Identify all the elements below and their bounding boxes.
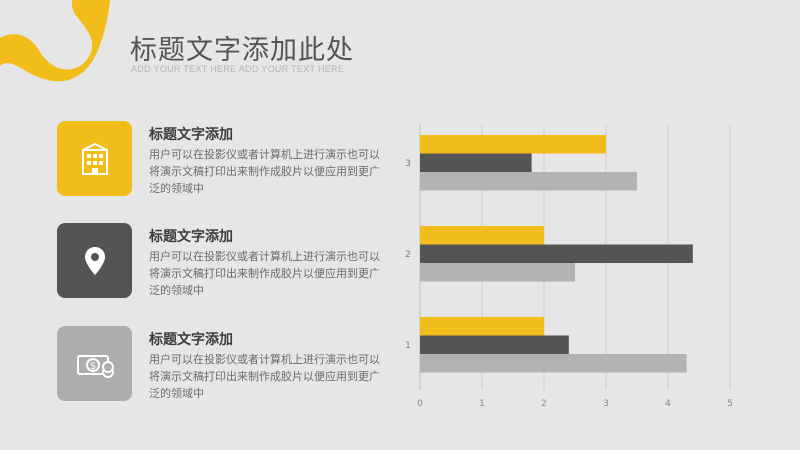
feature-heading: 标题文字添加 — [149, 229, 233, 245]
x-tick-label: 2 — [541, 399, 547, 409]
feature-description: 用户可以在投影仪或者计算机上进行演示也可以将演示文稿打印出来制作成胶片以便应用到… — [149, 353, 380, 400]
x-tick-label: 0 — [417, 399, 423, 409]
decorative-blob — [0, 0, 110, 82]
category-label: 3 — [405, 159, 411, 169]
svg-text:$: $ — [89, 361, 95, 372]
building-icon — [81, 142, 108, 175]
bar — [420, 317, 544, 336]
feature-heading: 标题文字添加 — [149, 127, 233, 143]
feature-item-3: $ 标题文字添加 用户可以在投影仪或者计算机上进行演示也可以将演示文稿打印出来制… — [57, 326, 397, 406]
location-pin-icon — [84, 246, 105, 275]
x-tick-label: 5 — [727, 399, 733, 409]
feature-item-1: 标题文字添加 用户可以在投影仪或者计算机上进行演示也可以将演示文稿打印出来制作成… — [57, 121, 397, 201]
feature-item-2: 标题文字添加 用户可以在投影仪或者计算机上进行演示也可以将演示文稿打印出来制作成… — [57, 223, 397, 303]
bar — [420, 172, 637, 191]
bar — [420, 226, 544, 245]
feature-icon-box — [57, 223, 132, 298]
page-title: 标题文字添加此处 — [130, 35, 354, 66]
bar — [420, 263, 575, 282]
bar — [420, 335, 569, 354]
coins-icon: $ — [76, 354, 114, 378]
bar-chart: 0 1 2 3 4 5 1 2 3 — [405, 125, 733, 409]
bar — [420, 135, 606, 154]
feature-icon-box — [57, 121, 132, 196]
feature-description: 用户可以在投影仪或者计算机上进行演示也可以将演示文稿打印出来制作成胶片以便应用到… — [149, 148, 380, 195]
bar — [420, 354, 687, 373]
x-tick-label: 1 — [479, 399, 485, 409]
feature-description: 用户可以在投影仪或者计算机上进行演示也可以将演示文稿打印出来制作成胶片以便应用到… — [149, 250, 380, 297]
x-tick-label: 4 — [665, 399, 671, 409]
x-tick-label: 3 — [603, 399, 609, 409]
feature-icon-box: $ — [57, 326, 132, 401]
category-label: 1 — [405, 341, 411, 351]
page-subtitle: ADD YOUR TEXT HERE ADD YOUR TEXT HERE — [131, 64, 345, 74]
bar — [420, 153, 532, 172]
bar — [420, 244, 693, 263]
category-label: 2 — [405, 250, 411, 260]
feature-heading: 标题文字添加 — [149, 332, 233, 348]
